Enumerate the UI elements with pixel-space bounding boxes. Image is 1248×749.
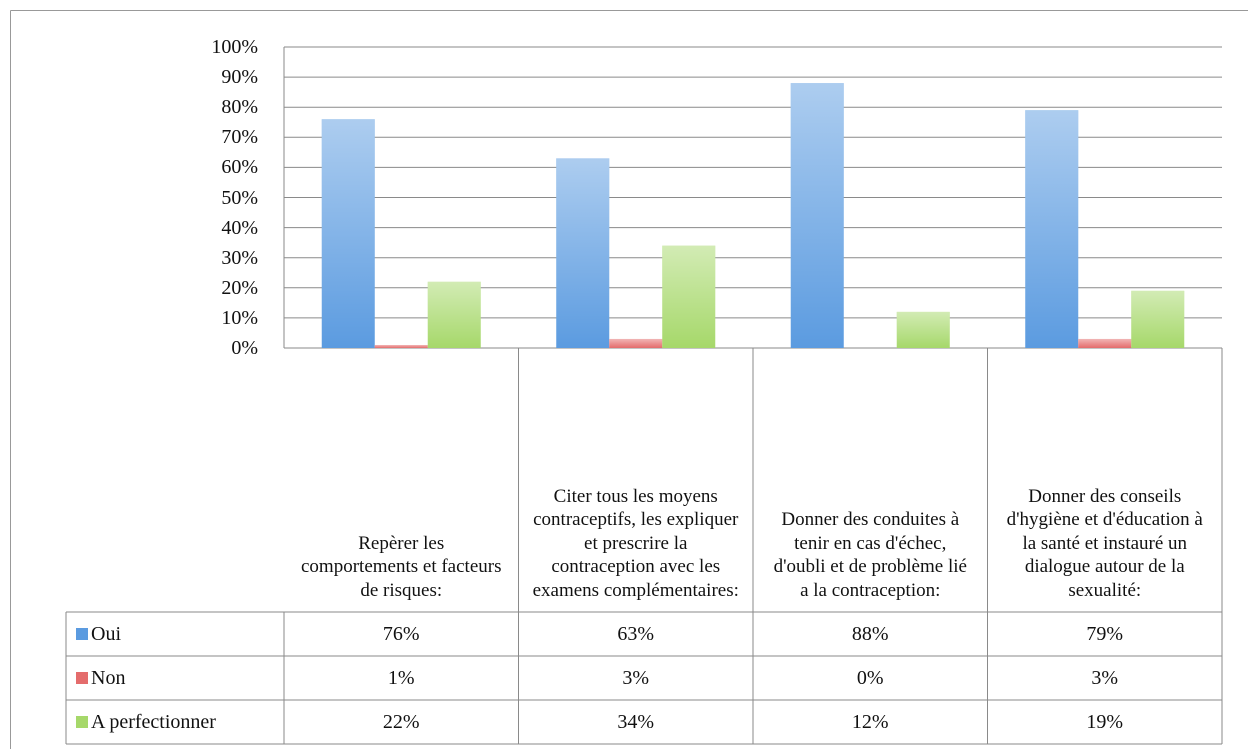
bar-sheen (790, 83, 844, 349)
data-cell: 3% (622, 667, 650, 689)
legend-label: Non (91, 667, 126, 689)
bar-sheen (321, 119, 375, 349)
data-cell: 79% (1086, 623, 1124, 645)
legend-label: A perfectionner (91, 711, 216, 733)
data-cell: 12% (851, 711, 889, 733)
bar-sheen (896, 311, 950, 348)
bar-sheen (609, 338, 663, 348)
category-label: Donner des conduites à tenir en cas d'éc… (773, 509, 967, 601)
legend-swatch (76, 628, 88, 640)
bar-sheen (427, 281, 481, 348)
data-cell: 63% (617, 623, 655, 645)
legend-swatch (76, 672, 88, 684)
bar-sheen (1025, 110, 1079, 349)
data-cell: 76% (382, 623, 420, 645)
bar-sheen (662, 245, 716, 348)
legend-entry: Non (66, 656, 284, 700)
y-tick-label: 90% (221, 66, 258, 89)
data-cell: 3% (1091, 667, 1119, 689)
y-tick-label: 60% (221, 156, 258, 179)
y-tick-label: 70% (221, 126, 258, 149)
category-label: Citer tous les moyens contraceptifs, les… (532, 485, 739, 601)
legend-entry: Oui (66, 612, 284, 656)
category-label: Repèrer les comportements et facteurs de… (301, 532, 502, 601)
y-tick-label: 50% (221, 186, 258, 209)
data-cell: 19% (1086, 711, 1124, 733)
bar-sheen (1131, 290, 1185, 348)
legend-swatch (76, 716, 88, 728)
data-cell: 0% (856, 667, 884, 689)
data-cell: 1% (387, 667, 415, 689)
category-label: Donner des conseils d'hygiène et d'éduca… (1006, 485, 1203, 601)
y-tick-label: 0% (231, 337, 258, 359)
data-cell: 88% (851, 623, 889, 645)
data-cell: 22% (382, 711, 420, 733)
bar-sheen (1078, 338, 1132, 348)
y-tick-label: 30% (221, 246, 258, 269)
y-tick-label: 40% (221, 216, 258, 239)
legend-entry: A perfectionner (66, 700, 284, 744)
y-tick-label: 10% (221, 306, 258, 329)
data-cell: 34% (617, 711, 655, 733)
y-tick-label: 20% (221, 276, 258, 299)
y-tick-label: 100% (211, 36, 258, 58)
legend-label: Oui (91, 623, 121, 645)
bar-sheen (556, 158, 610, 348)
y-tick-label: 80% (221, 96, 258, 119)
bar-sheen (374, 344, 428, 348)
